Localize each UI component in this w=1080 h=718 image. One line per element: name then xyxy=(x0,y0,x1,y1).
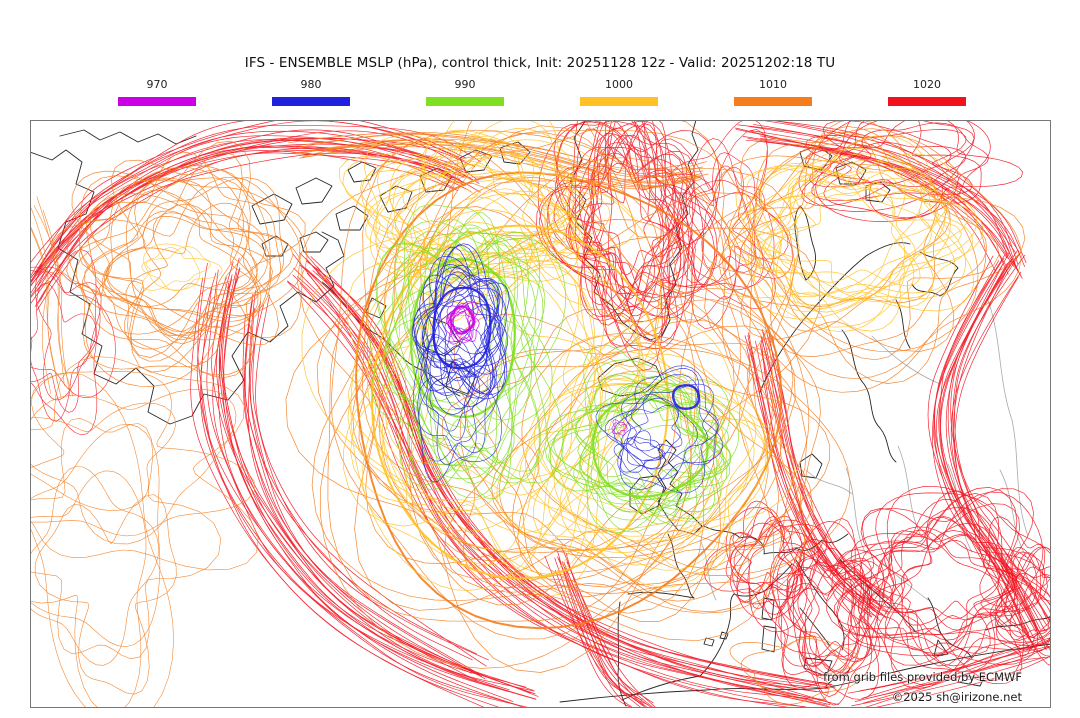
coastline-arctic-island xyxy=(299,231,329,253)
coastline-portugal xyxy=(617,601,627,707)
coastline-corsica xyxy=(761,597,775,621)
mslp-map xyxy=(30,120,1051,708)
coastline-spain-south xyxy=(621,593,735,701)
legend-label: 1010 xyxy=(759,78,787,91)
map-credits: from grib files provided by ECMWF ©2025 … xyxy=(823,667,1022,707)
contour-1020-blob xyxy=(979,516,1051,667)
coastline-italy xyxy=(795,559,845,651)
legend-item-1010: 1010 xyxy=(713,78,833,106)
legend-color-bar xyxy=(272,97,350,106)
country-border xyxy=(805,469,853,495)
contour-1020-band xyxy=(847,638,1051,708)
contour-1010-band xyxy=(30,196,74,398)
contour-1020-band xyxy=(190,257,539,708)
coastline-spain-north xyxy=(627,591,695,599)
coastline-norway xyxy=(759,242,911,393)
coastline-hudson-bay xyxy=(30,149,345,425)
contour-980-ring xyxy=(672,384,700,410)
coastline-balearic xyxy=(719,631,729,640)
legend-color-bar xyxy=(426,97,504,106)
legend-item-970: 970 xyxy=(97,78,217,106)
contour-990-blob xyxy=(545,344,740,533)
legend-label: 990 xyxy=(454,78,476,91)
legend-item-1020: 1020 xyxy=(867,78,987,106)
contour-1010-blob xyxy=(50,140,308,387)
coastline-sardinia xyxy=(761,625,777,653)
chart-title: IFS - ENSEMBLE MSLP (hPa), control thick… xyxy=(244,55,836,71)
contour-990-ring xyxy=(410,258,516,418)
contour-1020-band xyxy=(544,547,657,708)
contour-1000-blob xyxy=(339,120,637,324)
legend-color-bar xyxy=(734,97,812,106)
legend-label: 980 xyxy=(300,78,322,91)
contour-1020-band xyxy=(242,290,489,682)
legend-color-bar xyxy=(580,97,658,106)
contour-1010-blob xyxy=(729,636,859,705)
coastline-baffin xyxy=(251,193,293,225)
contour-980-blob xyxy=(613,430,666,474)
country-border xyxy=(987,299,1029,537)
contour-1000-blob xyxy=(496,317,795,588)
legend-label: 970 xyxy=(146,78,168,91)
coastline-kola xyxy=(911,251,959,297)
contour-1020-band xyxy=(927,250,1051,653)
legend-item-990: 990 xyxy=(405,78,525,106)
legend-item-1000: 1000 xyxy=(559,78,679,106)
contour-1010-blob xyxy=(442,287,851,622)
contour-1010-blob xyxy=(30,372,222,708)
contour-990-blob xyxy=(369,204,567,500)
map-border xyxy=(30,120,1051,708)
contour-1000-blob xyxy=(141,243,223,291)
coastline-baltic xyxy=(841,329,897,463)
contours-layer xyxy=(30,120,1051,708)
country-border xyxy=(845,467,867,555)
coastline-novaya-zemlya xyxy=(794,205,817,281)
contour-1010-blob xyxy=(30,356,259,571)
contour-1020-blob xyxy=(30,249,116,436)
contour-1000-ring xyxy=(371,224,669,580)
credit-source: from grib files provided by ECMWF xyxy=(823,670,1022,684)
contour-980-ring xyxy=(432,286,492,370)
contour-970-ring xyxy=(449,305,475,335)
legend-color-bar xyxy=(888,97,966,106)
contour-1020-blob xyxy=(762,517,893,706)
contour-970-blob xyxy=(611,419,628,436)
legend-color-bar xyxy=(118,97,196,106)
coastline-denmark xyxy=(799,453,823,479)
credit-copyright: ©2025 sh@irizone.net xyxy=(891,690,1022,704)
country-border xyxy=(897,445,923,539)
contour-1010-blob xyxy=(285,120,821,673)
legend-item-980: 980 xyxy=(251,78,371,106)
legend-label: 1020 xyxy=(913,78,941,91)
coastline-france-west xyxy=(667,533,695,599)
coastline-svalbard xyxy=(835,161,867,185)
contour-1020-blob xyxy=(826,485,1051,689)
coastline-arctic-shore xyxy=(59,129,197,145)
coastline-great-britain xyxy=(657,439,703,535)
contour-980-blob xyxy=(413,327,502,483)
contour-1000-blob xyxy=(709,135,984,333)
legend-label: 1000 xyxy=(605,78,633,91)
coastline-arctic-island xyxy=(499,141,531,165)
coastline-balearic xyxy=(703,637,715,647)
contour-1020-band xyxy=(744,328,894,622)
coastline-anatolia xyxy=(985,615,1051,631)
legend: 970 980 990 1000 1010 1020 xyxy=(0,78,1080,114)
coastline-arctic-island xyxy=(379,185,413,213)
coastline-arctic-island xyxy=(295,177,333,205)
coastline-france-med xyxy=(733,563,793,597)
